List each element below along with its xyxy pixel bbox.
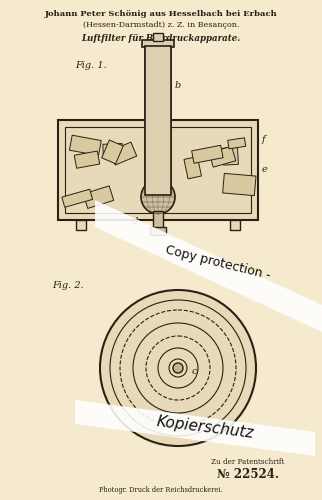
Circle shape bbox=[173, 363, 183, 373]
Polygon shape bbox=[62, 189, 93, 208]
Text: d: d bbox=[132, 218, 138, 226]
Polygon shape bbox=[209, 146, 236, 167]
Text: b: b bbox=[175, 80, 181, 90]
Text: e: e bbox=[262, 166, 268, 174]
Text: f: f bbox=[262, 136, 266, 144]
Text: Fig. 1.: Fig. 1. bbox=[75, 60, 107, 70]
Polygon shape bbox=[184, 156, 202, 179]
Polygon shape bbox=[192, 146, 223, 164]
Text: Zu der Patentschrift: Zu der Patentschrift bbox=[211, 458, 285, 466]
Bar bbox=[58, 120, 258, 220]
Bar bbox=[145, 46, 171, 195]
Polygon shape bbox=[223, 148, 238, 165]
Bar bbox=[65, 127, 251, 213]
Polygon shape bbox=[74, 151, 100, 168]
Polygon shape bbox=[70, 135, 101, 156]
Text: Fig. 2.: Fig. 2. bbox=[52, 280, 84, 289]
Bar bbox=[153, 211, 163, 230]
Bar bbox=[150, 227, 166, 235]
Polygon shape bbox=[228, 138, 246, 149]
Circle shape bbox=[100, 290, 256, 446]
Text: Kopierschutz: Kopierschutz bbox=[156, 414, 255, 442]
Bar bbox=[76, 220, 86, 230]
Text: Johann Peter Schönig aus Hesselbach bei Erbach: Johann Peter Schönig aus Hesselbach bei … bbox=[45, 10, 277, 18]
Text: Luftfilter für Bierdruckapparate.: Luftfilter für Bierdruckapparate. bbox=[81, 34, 241, 42]
Bar bbox=[230, 220, 240, 230]
Polygon shape bbox=[102, 140, 123, 164]
Polygon shape bbox=[103, 144, 123, 156]
Polygon shape bbox=[223, 174, 256, 196]
Text: c: c bbox=[192, 366, 197, 376]
Text: № 22524.: № 22524. bbox=[217, 468, 279, 480]
Bar bbox=[142, 40, 174, 47]
Polygon shape bbox=[95, 200, 322, 332]
Bar bbox=[145, 46, 171, 195]
Circle shape bbox=[141, 180, 175, 214]
Bar bbox=[145, 46, 171, 195]
Bar bbox=[153, 33, 163, 41]
Text: Photogr. Druck der Reichsdruckerei.: Photogr. Druck der Reichsdruckerei. bbox=[99, 486, 223, 494]
Polygon shape bbox=[75, 400, 315, 456]
Polygon shape bbox=[83, 186, 114, 208]
Text: (Hessen-Darmstadt) z. Z. in Besançon.: (Hessen-Darmstadt) z. Z. in Besançon. bbox=[83, 21, 239, 29]
Text: Copy protection -: Copy protection - bbox=[164, 244, 272, 282]
Polygon shape bbox=[109, 142, 137, 165]
